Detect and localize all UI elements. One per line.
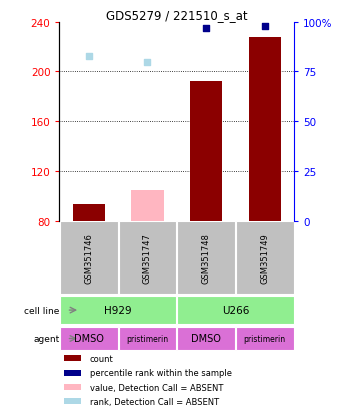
Bar: [64, 399, 81, 404]
Text: GSM351748: GSM351748: [202, 233, 210, 283]
FancyBboxPatch shape: [119, 327, 176, 350]
Bar: [64, 370, 81, 376]
Text: count: count: [90, 354, 114, 363]
Point: [262, 24, 268, 30]
Title: GDS5279 / 221510_s_at: GDS5279 / 221510_s_at: [106, 9, 248, 21]
FancyBboxPatch shape: [177, 222, 235, 294]
Text: cell line: cell line: [24, 306, 60, 315]
FancyBboxPatch shape: [60, 327, 118, 350]
FancyBboxPatch shape: [60, 296, 176, 325]
Text: DMSO: DMSO: [74, 334, 104, 344]
Point: [86, 53, 91, 60]
FancyBboxPatch shape: [236, 222, 293, 294]
Text: percentile rank within the sample: percentile rank within the sample: [90, 368, 232, 377]
FancyBboxPatch shape: [119, 222, 176, 294]
FancyBboxPatch shape: [177, 327, 235, 350]
Bar: [249, 38, 281, 221]
FancyBboxPatch shape: [60, 222, 118, 294]
Text: GSM351746: GSM351746: [84, 233, 93, 283]
Text: GSM351749: GSM351749: [260, 233, 269, 283]
Text: H929: H929: [104, 305, 132, 316]
Text: pristimerin: pristimerin: [126, 334, 169, 343]
Bar: [190, 82, 222, 221]
Point: [203, 25, 209, 32]
Bar: [73, 205, 105, 221]
Bar: [64, 384, 81, 390]
FancyBboxPatch shape: [177, 296, 293, 325]
FancyBboxPatch shape: [236, 327, 293, 350]
Text: pristimerin: pristimerin: [244, 334, 286, 343]
Bar: [64, 356, 81, 361]
Text: GSM351747: GSM351747: [143, 233, 152, 283]
Text: agent: agent: [33, 334, 60, 343]
Text: rank, Detection Call = ABSENT: rank, Detection Call = ABSENT: [90, 397, 219, 406]
Text: U266: U266: [222, 305, 249, 316]
Bar: [131, 190, 164, 221]
Text: DMSO: DMSO: [191, 334, 221, 344]
Text: value, Detection Call = ABSENT: value, Detection Call = ABSENT: [90, 382, 223, 392]
Point: [145, 59, 150, 66]
